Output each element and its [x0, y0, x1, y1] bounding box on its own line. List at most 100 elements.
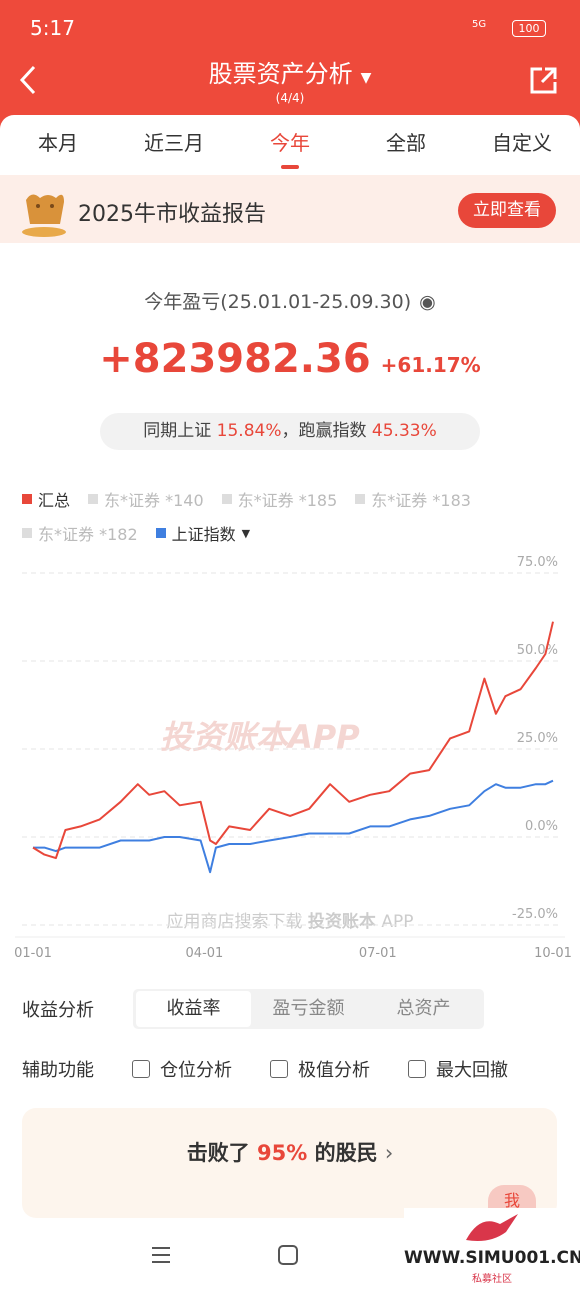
legend-item[interactable]: 东*证券 *185	[221, 482, 338, 516]
site-logo	[466, 1214, 518, 1241]
legend-swatch	[88, 494, 99, 504]
tab-bar: 本月 近三月 今年 全部 自定义	[0, 115, 580, 175]
summary-amount: +823982.36 +61.17%	[0, 336, 580, 382]
banner-title: 2025牛市收益报告	[78, 202, 266, 227]
legend-label: 汇总	[38, 491, 71, 510]
legend-swatch	[155, 528, 166, 538]
legend-item[interactable]: 汇总	[22, 482, 70, 516]
segmented-control: 收益率 盈亏金额 总资产	[133, 989, 484, 1029]
analysis-label: 收益分析	[22, 1000, 94, 1021]
suffix: 的股民	[314, 1141, 378, 1165]
back-button[interactable]	[16, 64, 42, 96]
legend-label: 东*证券 *183	[371, 491, 471, 510]
dropdown: ▼	[360, 70, 372, 86]
beat-rate: 45.33%	[371, 421, 437, 441]
watermark-hint: 应用商店搜索下载 投资账本 APP	[0, 907, 580, 932]
legend-label: 东*证券 *182	[38, 525, 138, 544]
segment[interactable]: 总资产	[396, 998, 451, 1019]
y-tick-label: 25.0%	[517, 731, 558, 746]
legend-label: 东*证券 *185	[237, 491, 338, 510]
hint-brand: 投资账本	[307, 912, 376, 932]
page-indicator: (4/4)	[275, 91, 305, 105]
tab[interactable]: 全部	[348, 115, 464, 173]
label-text: 今年盈亏(25.01.01-25.09.30)	[144, 291, 412, 313]
legend-item[interactable]: 东*证券 *182	[22, 516, 138, 550]
tools: 仓位分析 极值分析 最大回撤	[132, 1056, 546, 1082]
segment[interactable]: 收益率	[136, 991, 251, 1027]
tab[interactable]: 自定义	[464, 115, 580, 173]
legend: 汇总 东*证券 *140 东*证券 *185 东*证券 *183 东*证券 *182 上证…	[22, 482, 562, 550]
header-title[interactable]: 股票资产分析 ▼	[0, 54, 580, 89]
tab-label: 近三月	[144, 131, 204, 155]
legend-swatch	[22, 494, 32, 504]
x-tick-label: 01-01	[14, 946, 52, 961]
series-line	[33, 779, 554, 874]
hint: 应用商店搜索下载	[166, 912, 303, 932]
tab-label: 本月	[38, 131, 78, 155]
tab-label: 全部	[386, 131, 426, 155]
x-tick-label: 07-01	[359, 946, 397, 961]
hint-app: APP	[381, 912, 414, 932]
bull-icon	[22, 194, 66, 237]
legend-dropdown: ▼	[241, 526, 251, 540]
index-rate: 15.84%	[216, 421, 282, 441]
segment[interactable]: 盈亏金额	[272, 998, 345, 1019]
watermark: 投资账本APP	[160, 718, 360, 756]
series-line	[32, 621, 554, 860]
site-watermark: WWW.SIMU001.CN 私募社区	[404, 1208, 580, 1289]
y-tick-label: -25.0%	[512, 907, 558, 922]
rank-text: 击败了 95% 的股民 ›	[0, 1137, 580, 1167]
checkbox[interactable]: 最大回撤	[408, 1056, 508, 1082]
title-text: 股票资产分析	[208, 60, 353, 88]
summary-label: 今年盈亏(25.01.01-25.09.30) ◉	[0, 287, 580, 314]
nav-menu[interactable]	[150, 1244, 172, 1266]
y-tick-label: 50.0%	[517, 643, 558, 658]
tab[interactable]: 今年	[232, 115, 348, 173]
percent: 95%	[257, 1141, 308, 1165]
checkbox-label: 极值分析	[298, 1060, 370, 1081]
legend-swatch	[221, 494, 232, 504]
chevron: ›	[384, 1141, 394, 1165]
legend-item[interactable]: 东*证券 *140	[88, 482, 204, 516]
legend-swatch	[22, 528, 32, 538]
legend-swatch	[355, 494, 366, 504]
site-url: WWW.SIMU001.CN	[404, 1248, 580, 1268]
checkbox-label: 仓位分析	[160, 1060, 232, 1081]
beat-label: ，跑赢指数	[281, 421, 367, 441]
compare-pill: 同期上证 15.84%，跑赢指数 45.33%	[100, 413, 480, 450]
checkbox-box	[270, 1060, 288, 1078]
header-bg	[0, 0, 580, 135]
tab[interactable]: 本月	[0, 115, 116, 173]
y-tick-label: 75.0%	[517, 555, 558, 570]
banner-button[interactable]: 立即查看	[458, 193, 556, 228]
legend-label: 东*证券 *140	[104, 491, 204, 510]
battery: 100	[512, 20, 546, 37]
checkbox[interactable]: 极值分析	[270, 1056, 370, 1082]
legend-item[interactable]: 上证指数 ▼	[155, 516, 251, 550]
rank-card[interactable]	[22, 1108, 557, 1218]
tab-underline	[281, 165, 299, 169]
site-name: 私募社区	[472, 1274, 512, 1285]
compare-label: 同期上证	[143, 421, 212, 441]
tools-label: 辅助功能	[22, 1060, 94, 1081]
prefix: 击败了	[186, 1141, 250, 1165]
x-tick-label: 10-01	[534, 946, 572, 961]
amount: +823982.36	[99, 336, 371, 382]
share-button[interactable]	[528, 64, 560, 96]
checkbox-box	[132, 1060, 150, 1078]
y-tick-label: 0.0%	[525, 819, 558, 834]
checkbox-box	[408, 1060, 426, 1078]
rate: +61.17%	[380, 353, 481, 377]
x-tick-label: 04-01	[186, 946, 224, 961]
checkbox[interactable]: 仓位分析	[132, 1056, 232, 1082]
tab-label: 今年	[270, 131, 310, 155]
checkbox-label: 最大回撤	[436, 1060, 508, 1081]
tab[interactable]: 近三月	[116, 115, 232, 173]
eye-icon[interactable]: ◉	[419, 291, 436, 313]
tab-label: 自定义	[492, 131, 552, 155]
legend-item[interactable]: 东*证券 *183	[355, 482, 471, 516]
nav-home[interactable]	[277, 1244, 299, 1266]
status-time: 5:17	[30, 16, 75, 40]
chart: -25.0% 0.0% 25.0% 50.0% 75.0% 01-01 04-01 07-01…	[14, 555, 572, 961]
